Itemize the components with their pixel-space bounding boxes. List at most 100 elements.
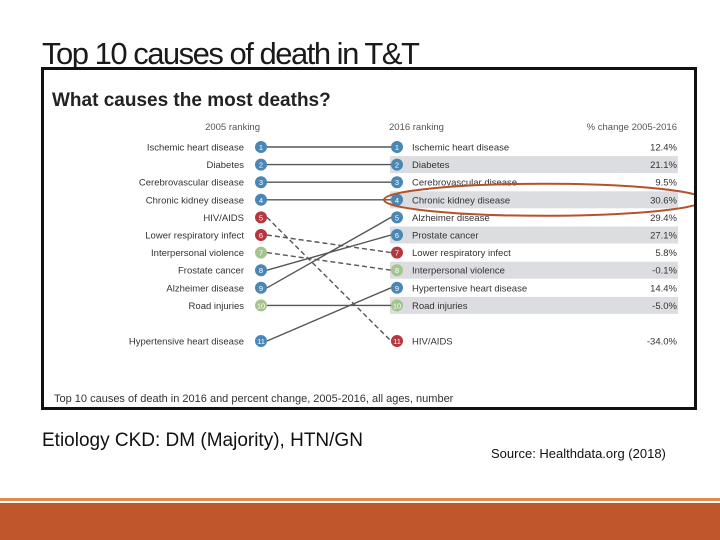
rank-number-2005: 11 (257, 337, 265, 346)
rank-number-2005: 7 (259, 249, 263, 258)
source-caption: Source: Healthdata.org (2018) (491, 446, 666, 461)
rank-number-2005: 8 (259, 266, 263, 275)
rank-number-2016: 6 (395, 231, 399, 240)
rank-badge-2016 (391, 335, 403, 347)
rank-badge-2016 (391, 229, 403, 241)
rank-badge-2005 (255, 176, 267, 189)
rank-number-2016: 5 (395, 213, 399, 222)
cause-label-2005: Frostate cancer (178, 266, 244, 277)
rank-number-2005: 2 (259, 161, 263, 170)
cause-label-2016: Lower respiratory infect (412, 248, 511, 259)
rank-badge-2016 (391, 211, 403, 224)
percent-change-value: -34.0% (647, 337, 678, 348)
cause-label-2005: Lower respiratory infect (145, 231, 244, 242)
cause-label-2005: Interpersonal violence (151, 248, 244, 259)
rank-badge-2016 (391, 176, 403, 189)
rank-connector-line (266, 287, 392, 342)
rank-connector-line (266, 251, 392, 271)
cause-label-2016: Cerebrovascular disease (412, 178, 517, 189)
percent-change-value: 14.4% (650, 283, 677, 294)
etiology-caption: Etiology CKD: DM (Majority), HTN/GN (42, 430, 363, 451)
rank-number-2016: 9 (395, 284, 399, 293)
left-column-header: 2005 ranking (205, 122, 260, 133)
rank-number-2005: 1 (259, 143, 263, 152)
rank-connector-line (266, 216, 392, 342)
percent-change-value: 5.8% (655, 248, 677, 259)
cause-label-2005: Hypertensive heart disease (129, 337, 244, 348)
rank-change-chart: What causes the most deaths? 2005 rankin… (52, 90, 694, 405)
rank-number-2005: 5 (259, 213, 263, 222)
rank-number-2016: 10 (393, 301, 401, 310)
rank-number-2005: 3 (259, 178, 263, 187)
footer-band (0, 503, 720, 540)
rank-number-2016: 8 (395, 266, 399, 275)
chart-footnote: Top 10 causes of death in 2016 and perce… (54, 393, 454, 405)
rank-badge-2016 (391, 281, 403, 294)
percent-change-value: 21.1% (650, 160, 677, 171)
cause-label-2016: Prostate cancer (412, 231, 479, 242)
shaded-row (390, 296, 678, 314)
rank-badge-2005 (255, 299, 267, 312)
rank-badge-2005 (255, 246, 267, 259)
rank-badge-2016 (391, 264, 403, 277)
rank-badge-2005 (255, 141, 267, 153)
shaded-row (390, 226, 678, 244)
rank-badge-2005 (255, 281, 267, 294)
rank-badge-2005 (255, 335, 267, 347)
percent-change-value: 9.5% (655, 178, 677, 189)
cause-label-2005: Road injuries (189, 301, 245, 312)
rank-number-2005: 4 (259, 196, 263, 205)
cause-label-2005: Chronic kidney disease (146, 195, 244, 206)
rank-connector-line (266, 234, 392, 254)
shaded-row (390, 191, 678, 209)
cause-label-2005: Alzheimer disease (166, 283, 244, 294)
rank-badge-2016 (391, 141, 403, 153)
cause-label-2016: Hypertensive heart disease (412, 283, 527, 294)
rank-badge-2005 (255, 264, 267, 277)
cause-label-2005: Ischemic heart disease (147, 143, 244, 154)
cause-label-2016: Diabetes (412, 160, 450, 171)
chart-frame: What causes the most deaths? 2005 rankin… (41, 67, 697, 410)
rank-number-2016: 7 (395, 249, 399, 258)
connector-lines (266, 146, 392, 342)
rank-number-2005: 9 (259, 284, 263, 293)
rank-badge-2016 (391, 246, 403, 259)
ranking-2005: Ischemic heart disease 1 Diabetes 2 Cerebrov… (129, 141, 267, 348)
rank-badge-2005 (255, 211, 267, 224)
rank-number-2016: 4 (395, 196, 399, 205)
rank-badge-2016 (391, 299, 403, 312)
rank-badge-2005 (255, 229, 267, 241)
rank-badge-2005 (255, 158, 267, 171)
rank-connector-line (266, 216, 392, 289)
ckd-highlight-ellipse (383, 182, 694, 217)
slide-title: Top 10 causes of death in T&T (42, 36, 420, 71)
cause-label-2016: HIV/AIDS (412, 337, 453, 348)
cause-label-2016: Chronic kidney disease (412, 195, 510, 206)
rank-number-2016: 2 (395, 161, 399, 170)
cause-label-2005: HIV/AIDS (203, 213, 244, 224)
cause-label-2005: Diabetes (207, 160, 245, 171)
percent-change-value: 30.6% (650, 195, 677, 206)
rank-badge-2016 (391, 193, 403, 206)
shaded-rows (390, 156, 678, 314)
percent-change-value: 27.1% (650, 231, 677, 242)
middle-column-header: 2016 ranking (389, 122, 444, 133)
percent-change-value: 12.4% (650, 143, 677, 154)
footer-accent-line (0, 498, 720, 501)
shaded-row (390, 156, 678, 174)
shaded-row (390, 261, 678, 279)
rank-badge-2016 (391, 158, 403, 171)
ranking-2016: 1 Ischemic heart disease 12.4% 2 Diabetes 21.… (391, 141, 678, 348)
percent-change-value: -5.0% (652, 301, 677, 312)
percent-change-value: -0.1% (652, 266, 677, 277)
chart-title: What causes the most deaths? (52, 90, 331, 111)
cause-label-2005: Cerebrovascular disease (139, 178, 244, 189)
rank-number-2005: 10 (257, 301, 265, 310)
rank-badge-2005 (255, 193, 267, 206)
cause-label-2016: Road injuries (412, 301, 468, 312)
rank-number-2016: 3 (395, 178, 399, 187)
rank-number-2016: 11 (393, 337, 401, 346)
right-column-header: % change 2005-2016 (587, 122, 677, 133)
cause-label-2016: Interpersonal violence (412, 266, 505, 277)
rank-number-2005: 6 (259, 231, 263, 240)
